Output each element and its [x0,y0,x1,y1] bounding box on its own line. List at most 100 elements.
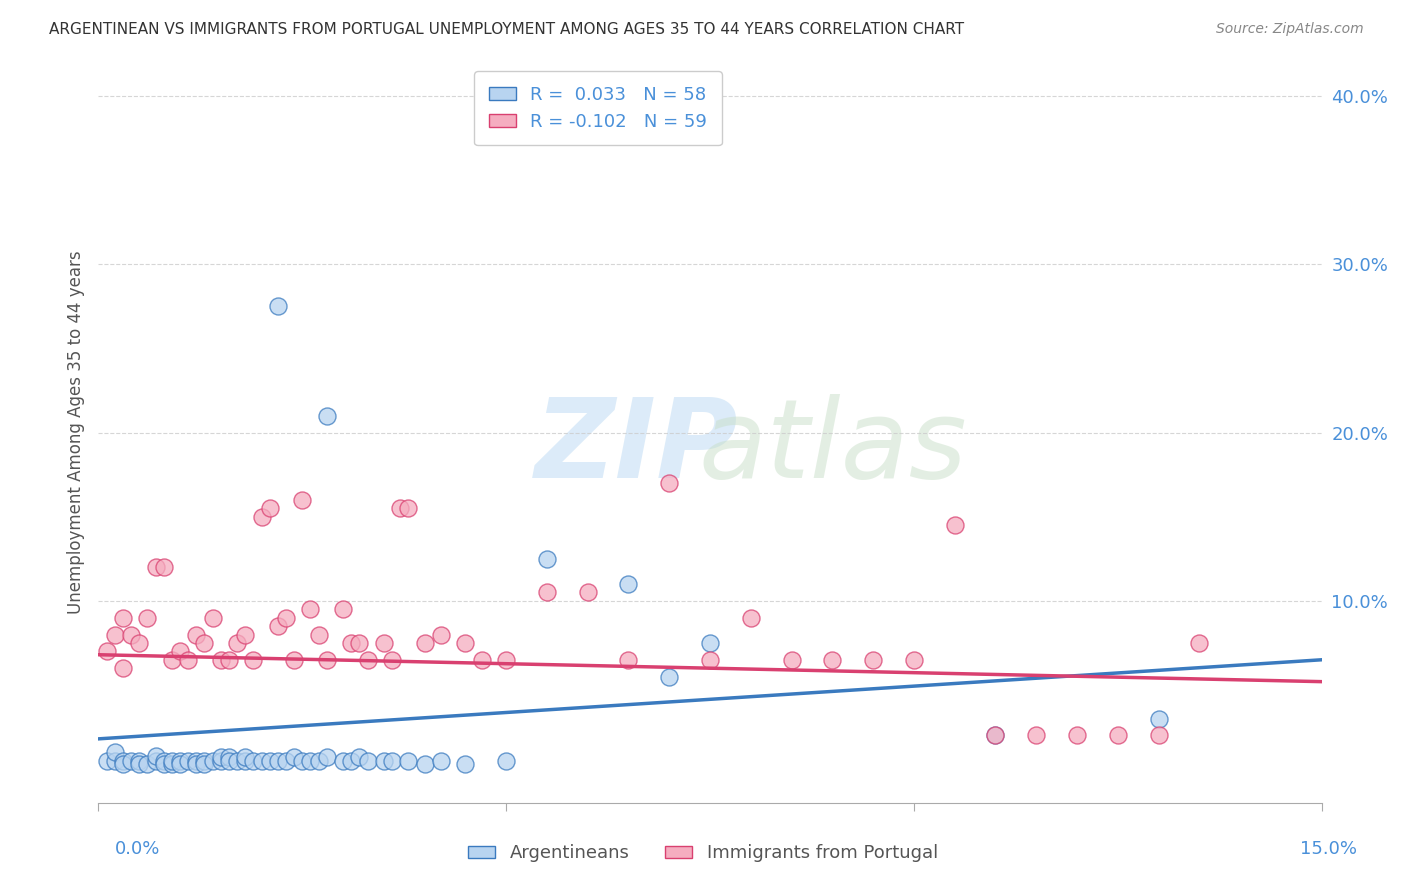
Point [136,757,159,772]
Point [349,636,371,650]
Point [267,619,290,633]
Point [576,585,599,599]
Point [699,653,721,667]
Point [1147,712,1170,726]
Point [152,560,174,574]
Point [267,300,290,314]
Point [340,754,363,768]
Point [454,757,477,772]
Point [96,644,118,658]
Point [340,636,363,650]
Point [111,610,134,624]
Point [413,757,436,772]
Point [104,745,127,759]
Point [111,661,134,675]
Point [242,754,264,768]
Point [209,750,232,764]
Point [193,757,215,772]
Point [943,518,966,533]
Text: 15.0%: 15.0% [1299,840,1357,858]
Point [1066,729,1088,743]
Point [186,627,208,641]
Point [315,750,337,764]
Point [177,754,200,768]
Point [381,653,404,667]
Point [186,754,208,768]
Point [984,729,1007,743]
Point [160,754,183,768]
Point [128,754,150,768]
Point [430,754,453,768]
Point [169,644,191,658]
Point [160,757,183,772]
Point [160,653,183,667]
Point [396,501,419,516]
Point [267,754,290,768]
Point [218,653,240,667]
Point [193,754,215,768]
Point [1188,636,1211,650]
Legend: Argentineans, Immigrants from Portugal: Argentineans, Immigrants from Portugal [461,838,945,870]
Point [740,610,762,624]
Point [536,585,558,599]
Point [291,754,314,768]
Point [413,636,436,650]
Point [218,754,240,768]
Point [233,754,256,768]
Y-axis label: Unemployment Among Ages 35 to 44 years: Unemployment Among Ages 35 to 44 years [66,251,84,615]
Point [201,610,224,624]
Point [821,653,844,667]
Point [145,560,167,574]
Point [1107,729,1129,743]
Point [308,754,330,768]
Point [193,636,215,650]
Point [259,501,281,516]
Point [536,551,558,566]
Point [152,754,174,768]
Point [226,754,249,768]
Point [308,627,330,641]
Point [373,754,395,768]
Point [169,754,191,768]
Point [283,653,305,667]
Text: ARGENTINEAN VS IMMIGRANTS FROM PORTUGAL UNEMPLOYMENT AMONG AGES 35 TO 44 YEARS C: ARGENTINEAN VS IMMIGRANTS FROM PORTUGAL … [49,22,965,37]
Point [495,754,517,768]
Point [495,653,517,667]
Point [471,653,494,667]
Point [356,653,378,667]
Text: ZIP: ZIP [534,394,738,501]
Point [430,627,453,641]
Point [274,610,297,624]
Point [145,748,167,763]
Point [242,653,264,667]
Point [96,754,118,768]
Point [104,754,127,768]
Point [111,757,134,772]
Legend: R =  0.033   N = 58, R = -0.102   N = 59: R = 0.033 N = 58, R = -0.102 N = 59 [474,71,721,145]
Point [128,636,150,650]
Point [186,757,208,772]
Point [120,754,142,768]
Point [332,602,354,616]
Point [209,653,232,667]
Point [145,754,167,768]
Point [201,754,224,768]
Point [136,610,159,624]
Point [250,509,273,524]
Point [169,757,191,772]
Point [104,627,127,641]
Point [315,653,337,667]
Point [209,754,232,768]
Point [381,754,404,768]
Point [356,754,378,768]
Point [396,754,419,768]
Point [233,627,256,641]
Point [699,636,721,650]
Point [903,653,925,667]
Point [984,729,1007,743]
Point [454,636,477,650]
Point [274,754,297,768]
Text: 0.0%: 0.0% [115,840,160,858]
Point [177,653,200,667]
Point [233,750,256,764]
